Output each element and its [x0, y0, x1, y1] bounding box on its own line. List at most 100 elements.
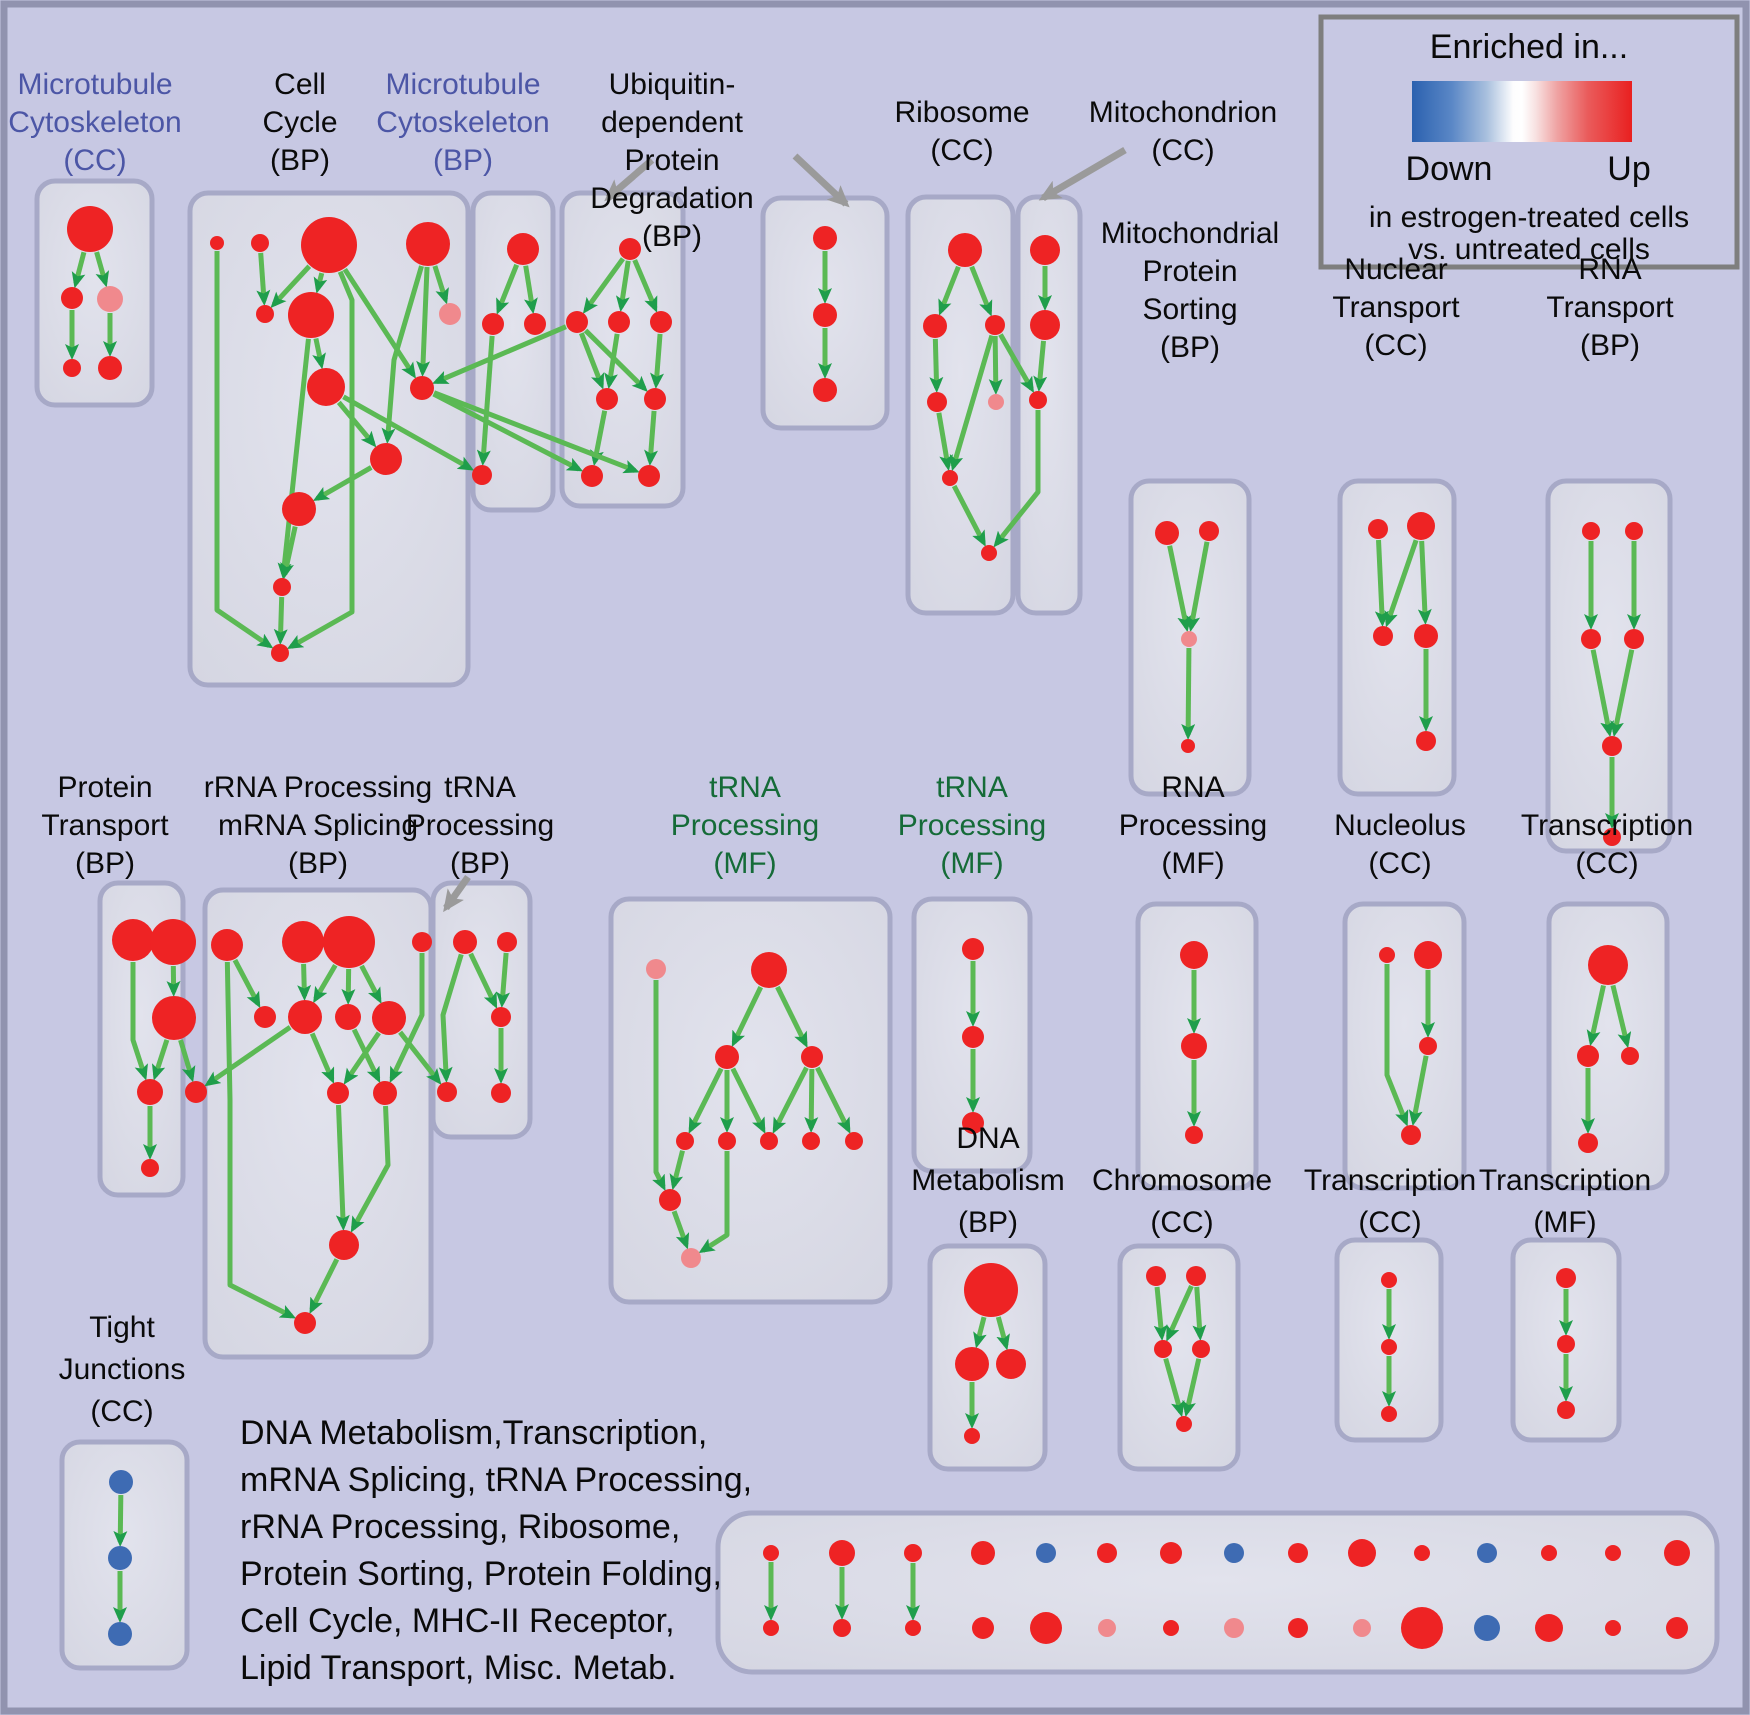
- mtbp-label-line: Cytoskeleton: [376, 106, 549, 139]
- node-trnamf1: [659, 1189, 681, 1211]
- node-misc-top: [1036, 1543, 1056, 1563]
- cross-cluster-edge: [993, 410, 1041, 548]
- node-rrna: [288, 1000, 322, 1034]
- edge-cc: [416, 266, 431, 378]
- node-trnabp: [491, 1007, 511, 1027]
- ubiA-label-line: (BP): [642, 220, 702, 253]
- node-misc-top: [1097, 1543, 1117, 1563]
- node-txcc1: [1621, 1047, 1639, 1065]
- tj-label-line: (CC): [90, 1395, 153, 1428]
- edge-cc: [342, 267, 417, 379]
- cross-cluster-edge: [342, 394, 475, 471]
- edge-trnamf1: [652, 980, 666, 1192]
- edge-ubiA: [650, 333, 664, 390]
- trnamf1-label-line: (MF): [713, 847, 776, 880]
- label-pointer-arrow: [443, 874, 471, 913]
- dnam-label-line: DNA: [956, 1122, 1019, 1155]
- edge-trnamf1: [804, 1068, 819, 1134]
- cross-cluster-edge: [433, 390, 640, 474]
- pt-label-line: Protein: [57, 771, 152, 804]
- edge-trnamf1: [669, 1150, 685, 1191]
- node-rnat: [1582, 522, 1600, 540]
- node-misc-top: [1605, 1545, 1621, 1561]
- edge-trnabp: [468, 952, 498, 1009]
- node-mtcc: [97, 286, 123, 312]
- node-rrna: [412, 932, 432, 952]
- trnamf1-label-line: Processing: [671, 809, 819, 842]
- edge-mtbp: [496, 263, 520, 315]
- node-trnabp: [453, 930, 477, 954]
- ubiA-label-line: Ubiquitin-: [609, 68, 736, 101]
- ribo-label-line: Ribosome: [894, 96, 1029, 129]
- dnam-label-line: Metabolism: [911, 1164, 1064, 1197]
- misc-categories-text-line: Cell Cycle, MHC-II Receptor,: [240, 1602, 675, 1640]
- mtcc-label-line: Cytoskeleton: [8, 106, 181, 139]
- edge-txcc1: [1610, 984, 1632, 1049]
- legend-subline: in estrogen-treated cells: [1369, 201, 1689, 234]
- node-rrna: [329, 1230, 359, 1260]
- node-misc-bottom: [1605, 1620, 1621, 1636]
- node-dnam: [964, 1263, 1018, 1317]
- cc-label-line: Cell: [274, 68, 326, 101]
- node-rrna: [211, 929, 243, 961]
- cluster-box-misc-panel: [715, 1510, 1720, 1675]
- trnamf2-label-line: (MF): [940, 847, 1003, 880]
- nucl-label-line: Nucleolus: [1334, 809, 1466, 842]
- cluster-box-chrom: [1117, 1243, 1241, 1472]
- edge-trnamf1: [688, 1067, 724, 1134]
- node-mito: [1029, 391, 1047, 409]
- edge-ubiA: [615, 260, 631, 313]
- node-ribo: [948, 233, 982, 267]
- node-cc: [251, 234, 269, 252]
- node-pt: [150, 919, 196, 965]
- edge-ubiA: [590, 410, 608, 467]
- node-tj: [108, 1546, 132, 1570]
- node-pt: [112, 919, 154, 961]
- node-rrna: [294, 1312, 316, 1334]
- edge-dnam: [995, 1316, 1010, 1351]
- node-chrom: [1176, 1416, 1192, 1432]
- edge-rrna: [309, 1032, 335, 1084]
- node-misc-top: [1224, 1543, 1244, 1563]
- node-misc-top: [763, 1545, 779, 1561]
- node-rrna: [323, 916, 375, 968]
- node-rnat: [1625, 522, 1643, 540]
- node-dnam: [964, 1428, 980, 1444]
- tj-label-line: Tight: [89, 1311, 155, 1344]
- edge-mps: [1186, 541, 1210, 633]
- trnamf1-label-line: tRNA: [709, 771, 781, 804]
- edge-ubiA: [632, 259, 658, 313]
- trnamf2-label-line: Processing: [898, 809, 1046, 842]
- edge-cc: [381, 265, 424, 445]
- edge-mtcc: [71, 251, 87, 289]
- edge-chrom: [1163, 1357, 1185, 1418]
- node-trnamf2: [962, 938, 984, 960]
- node-misc-bottom: [1401, 1607, 1443, 1649]
- edge-mtcc: [94, 251, 110, 288]
- node-mtcc: [98, 356, 122, 380]
- legend-up-label: Up: [1607, 150, 1650, 188]
- node-cc: [282, 492, 316, 526]
- edges-layer: [65, 146, 1641, 1623]
- edge-nuct: [1417, 540, 1432, 626]
- node-trnamf1: [751, 952, 787, 988]
- node-trnamf1: [845, 1132, 863, 1150]
- node-mps: [1181, 631, 1197, 647]
- edge-mito: [1033, 340, 1048, 393]
- edge-nucl: [1384, 964, 1409, 1127]
- mtbp-label-line: (BP): [433, 144, 493, 177]
- node-misc-bottom: [1030, 1612, 1062, 1644]
- edge-trnamf1: [815, 1066, 851, 1134]
- node-rrna: [335, 1004, 361, 1030]
- edge-rrna: [297, 963, 312, 1002]
- node-misc-top: [1541, 1545, 1557, 1561]
- nodes-layer: [61, 81, 1690, 1649]
- node-rnat: [1624, 629, 1644, 649]
- edge-ribo: [988, 335, 1003, 396]
- mps-label-line: Sorting: [1142, 293, 1237, 326]
- edge-ubiA: [582, 257, 625, 314]
- legend-subline: vs. untreated cells: [1408, 233, 1650, 266]
- node-mtcc: [61, 287, 83, 309]
- edge-dnam: [973, 1316, 987, 1349]
- rnat-label-line: Transport: [1546, 291, 1674, 324]
